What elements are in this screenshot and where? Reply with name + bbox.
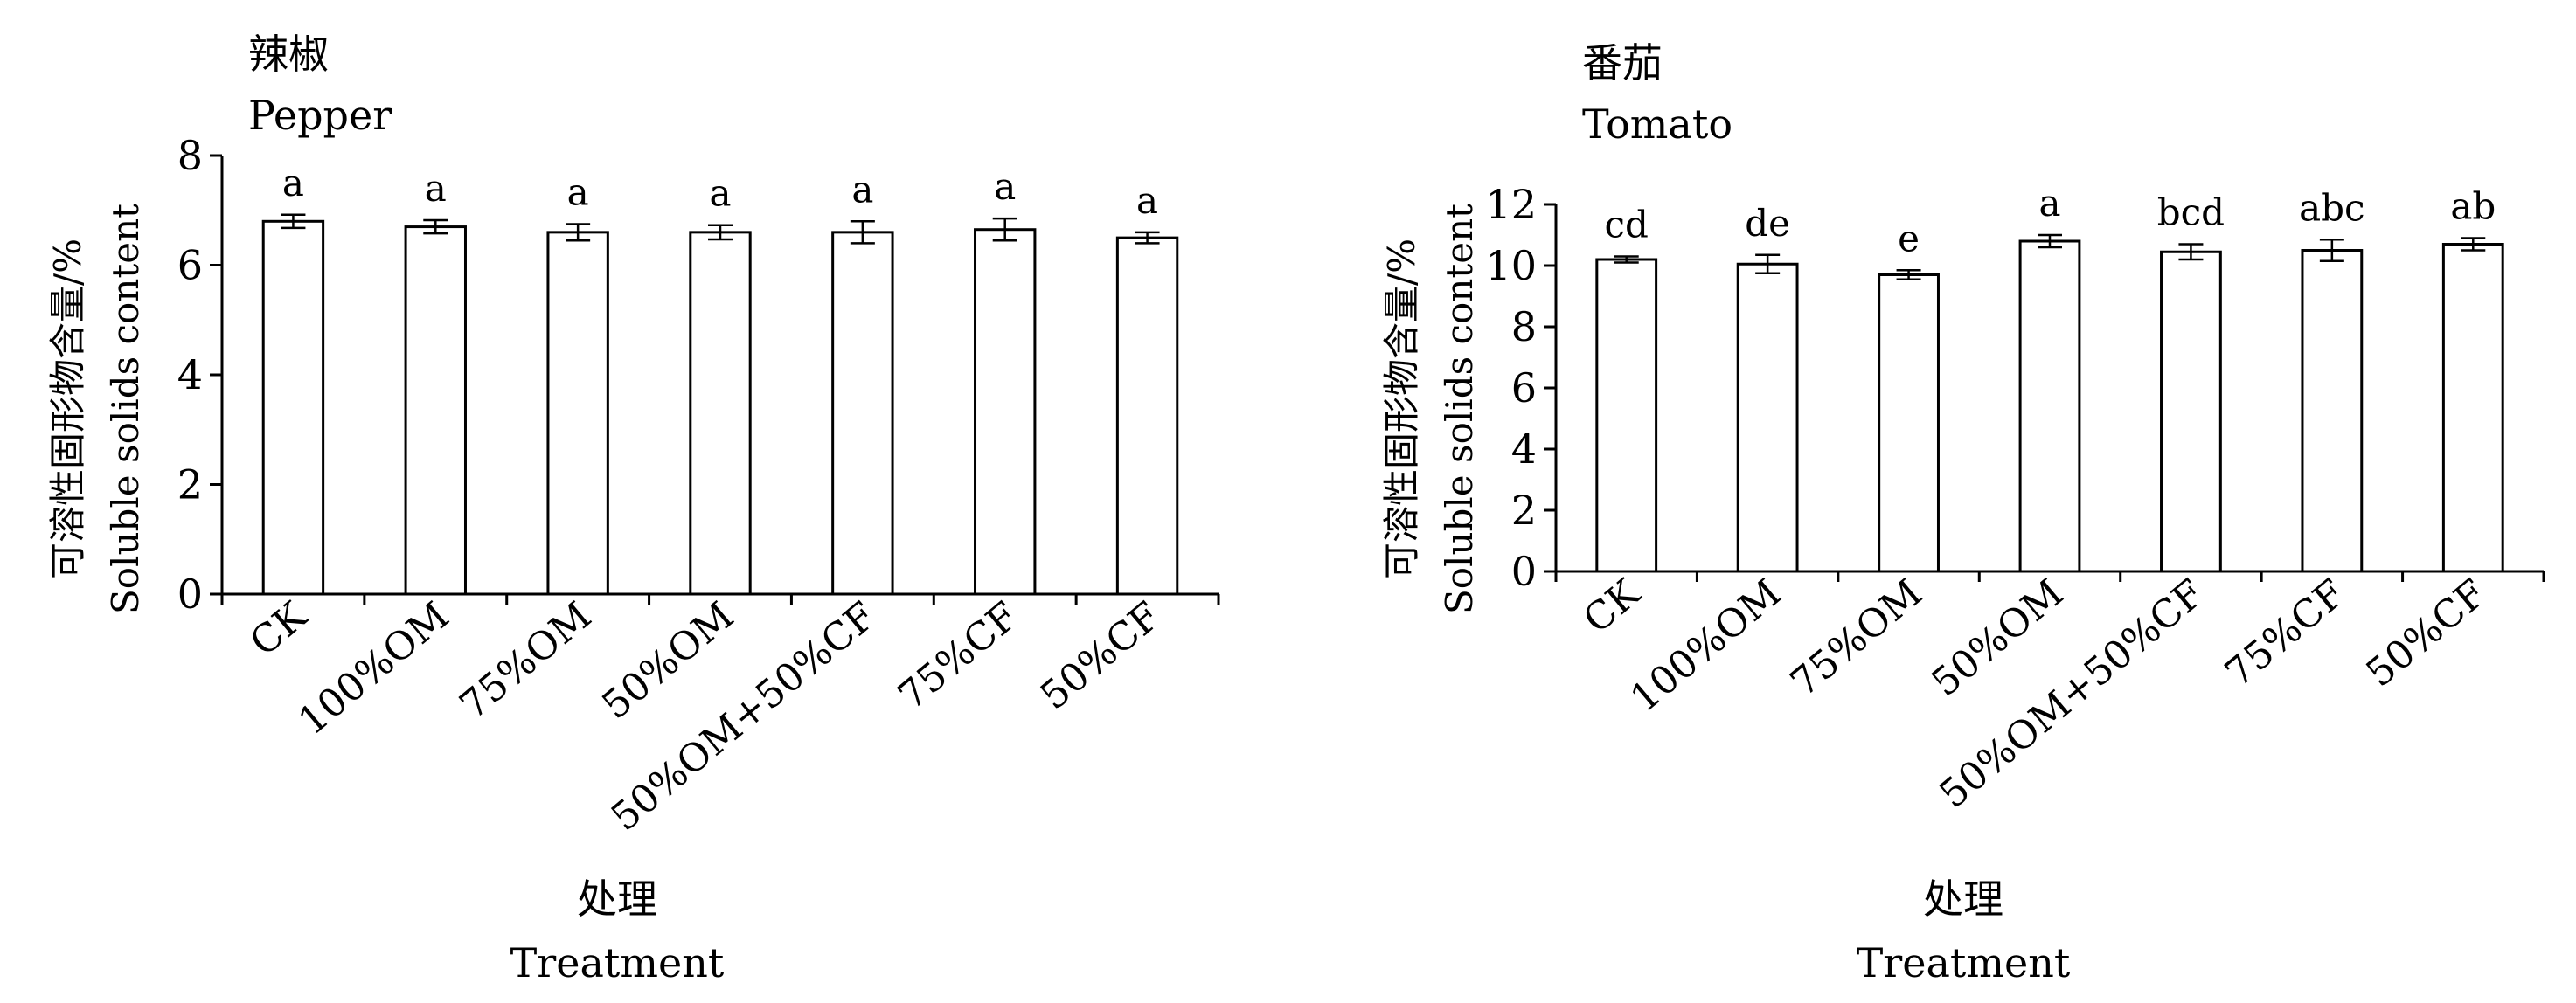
tomato-significance-label: de [1745, 202, 1790, 245]
tomato-bar [2301, 249, 2364, 573]
pepper-xlabel: 处理 [577, 875, 657, 923]
tomato-significance-label: bcd [2157, 191, 2225, 234]
tomato-category-label: 50%CF [2357, 571, 2495, 695]
tomato-y-tick-label: 12 [1485, 181, 1537, 228]
tomato-significance-label: cd [1605, 204, 1649, 246]
pepper-bar [404, 225, 467, 596]
pepper-significance-label: a [567, 170, 589, 213]
pepper-y-tick-label: 2 [177, 461, 203, 508]
pepper-significance-label: a [709, 172, 731, 215]
tomato-bar [2018, 239, 2081, 573]
tomato-significance-label: a [2038, 182, 2060, 225]
pepper-category-label: 50%CF [1032, 593, 1170, 718]
tomato-y-tick-label: 0 [1511, 548, 1537, 595]
pepper-y-tick-label: 4 [177, 351, 203, 398]
tomato-y-tick-label: 2 [1511, 487, 1537, 534]
tomato-subtitle: Tomato [1582, 100, 1732, 148]
pepper-chart: 辣椒 Pepper 可溶性固形物含量/% Soluble solids cont… [46, 31, 1220, 986]
tomato-chart: 番茄 Tomato 可溶性固形物含量/% Soluble solids cont… [1380, 39, 2545, 986]
tomato-category-label: 100%OM [1622, 571, 1789, 721]
pepper-category-label: 75%CF [890, 593, 1027, 718]
tomato-y-tick-label: 10 [1485, 242, 1537, 289]
tomato-category-label: CK [1575, 571, 1649, 643]
pepper-bar [974, 228, 1037, 596]
tomato-category-label: 50%OM+50%CF [1931, 571, 2212, 817]
tomato-bar [1736, 262, 1799, 573]
pepper-significance-label: a [282, 162, 304, 204]
pepper-y-tick-label: 8 [177, 132, 203, 179]
tomato-xlabel: 处理 [1923, 875, 2003, 923]
tomato-y-tick-label: 4 [1511, 425, 1537, 473]
pepper-xlabel-en: Treatment [510, 939, 725, 986]
pepper-significance-label: a [851, 168, 873, 211]
tomato-y-tick-label: 6 [1511, 364, 1537, 412]
tomato-bar [2160, 250, 2222, 573]
pepper-subtitle: Pepper [248, 92, 392, 139]
pepper-category-label: CK [242, 593, 316, 666]
pepper-plot-area: 02468aCKa100%OMa75%OMa50%OMa50%OM+50%CFa… [177, 132, 1220, 840]
tomato-category-label: 75%OM [1782, 571, 1931, 705]
tomato-bar [1878, 273, 1940, 573]
tomato-title: 番茄 [1582, 39, 1663, 86]
pepper-category-label: 50%OM+50%CF [603, 593, 885, 840]
tomato-ylabel-en: Soluble solids content [1438, 204, 1481, 614]
tomato-ylabel: 可溶性固形物含量/% [1380, 239, 1423, 579]
pepper-significance-label: a [994, 165, 1016, 208]
pepper-significance-label: a [425, 167, 447, 210]
tomato-xlabel-en: Treatment [1857, 939, 2071, 986]
pepper-bar [546, 231, 609, 596]
pepper-ylabel: 可溶性固形物含量/% [46, 239, 89, 579]
pepper-bar [689, 231, 752, 596]
pepper-significance-label: a [1136, 179, 1158, 222]
pepper-bar [1115, 236, 1179, 596]
pepper-category-label: 100%OM [290, 593, 457, 744]
tomato-significance-label: ab [2450, 185, 2496, 228]
pepper-y-tick-label: 6 [177, 242, 203, 289]
tomato-significance-label: abc [2299, 186, 2364, 229]
tomato-bar [2441, 243, 2504, 573]
pepper-chart-panel: 辣椒 Pepper 可溶性固形物含量/% Soluble solids cont… [46, 31, 1220, 986]
pepper-title: 辣椒 [248, 31, 329, 78]
pepper-category-label: 75%OM [451, 593, 600, 728]
pepper-ylabel-en: Soluble solids content [104, 204, 147, 614]
tomato-y-tick-label: 8 [1511, 303, 1537, 350]
pepper-bar [261, 219, 325, 596]
pepper-bar [831, 231, 894, 596]
tomato-category-label: 75%CF [2217, 571, 2354, 695]
tomato-chart-panel: 番茄 Tomato 可溶性固形物含量/% Soluble solids cont… [1288, 0, 2576, 1003]
tomato-significance-label: e [1898, 217, 1920, 259]
pepper-y-tick-label: 0 [177, 571, 203, 618]
tomato-bar [1595, 258, 1658, 573]
